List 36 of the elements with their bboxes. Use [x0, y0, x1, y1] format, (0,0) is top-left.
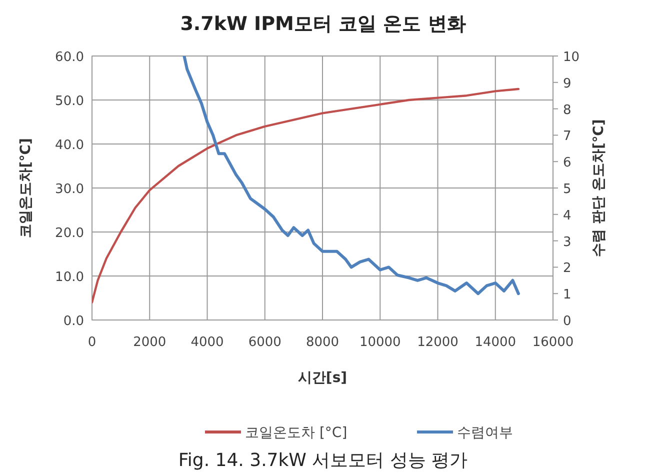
y-tick-label: 20.0	[55, 226, 84, 241]
legend-label: 수렴여부	[457, 425, 513, 441]
y-tick-label: 60.0	[55, 50, 84, 65]
x-axis-title: 시간[s]	[298, 370, 348, 386]
y2-tick-label: 5	[563, 182, 572, 197]
chart-title: 3.7kW IPM모터 코일 온도 변화	[180, 13, 466, 35]
x-tick-label: 14000	[474, 335, 516, 350]
y2-tick-label: 2	[563, 261, 572, 276]
x-tick-label: 8000	[306, 335, 340, 350]
y2-tick-label: 7	[563, 129, 572, 144]
legend-label: 코일온도차 [°C]	[245, 425, 348, 441]
x-tick-label: 4000	[190, 335, 224, 350]
y2-axis-title: 수렴 판단 온도차[℃]	[591, 119, 607, 257]
y-tick-label: 50.0	[55, 94, 84, 109]
y-axis-title: 코일온도차[℃]	[18, 138, 34, 238]
x-tick-label: 2000	[133, 335, 166, 350]
y2-tick-label: 8	[563, 102, 572, 118]
x-tick-label: 16000	[532, 335, 574, 350]
line-series	[92, 88, 520, 304]
x-tick-label: 6000	[248, 335, 282, 350]
y-tick-label: 30.0	[55, 182, 84, 197]
x-tick-label: 0	[88, 335, 96, 350]
line-series	[182, 56, 520, 296]
y2-tick-label: 10	[563, 50, 580, 65]
y2-tick-label: 4	[563, 208, 572, 224]
y-tick-label: 0.0	[63, 314, 84, 329]
caption: Fig. 14. 3.7kW 서보모터 성능 평가	[178, 450, 468, 471]
y-tick-label: 10.0	[55, 270, 84, 285]
x-tick-label: 12000	[417, 335, 458, 350]
y2-tick-label: 6	[563, 156, 572, 171]
y2-tick-label: 9	[563, 76, 572, 92]
y2-tick-label: 3	[563, 234, 572, 250]
y2-tick-label: 0	[563, 314, 572, 329]
y-tick-label: 40.0	[55, 138, 84, 153]
y2-tick-label: 1	[563, 288, 572, 303]
x-tick-label: 10000	[359, 335, 401, 350]
